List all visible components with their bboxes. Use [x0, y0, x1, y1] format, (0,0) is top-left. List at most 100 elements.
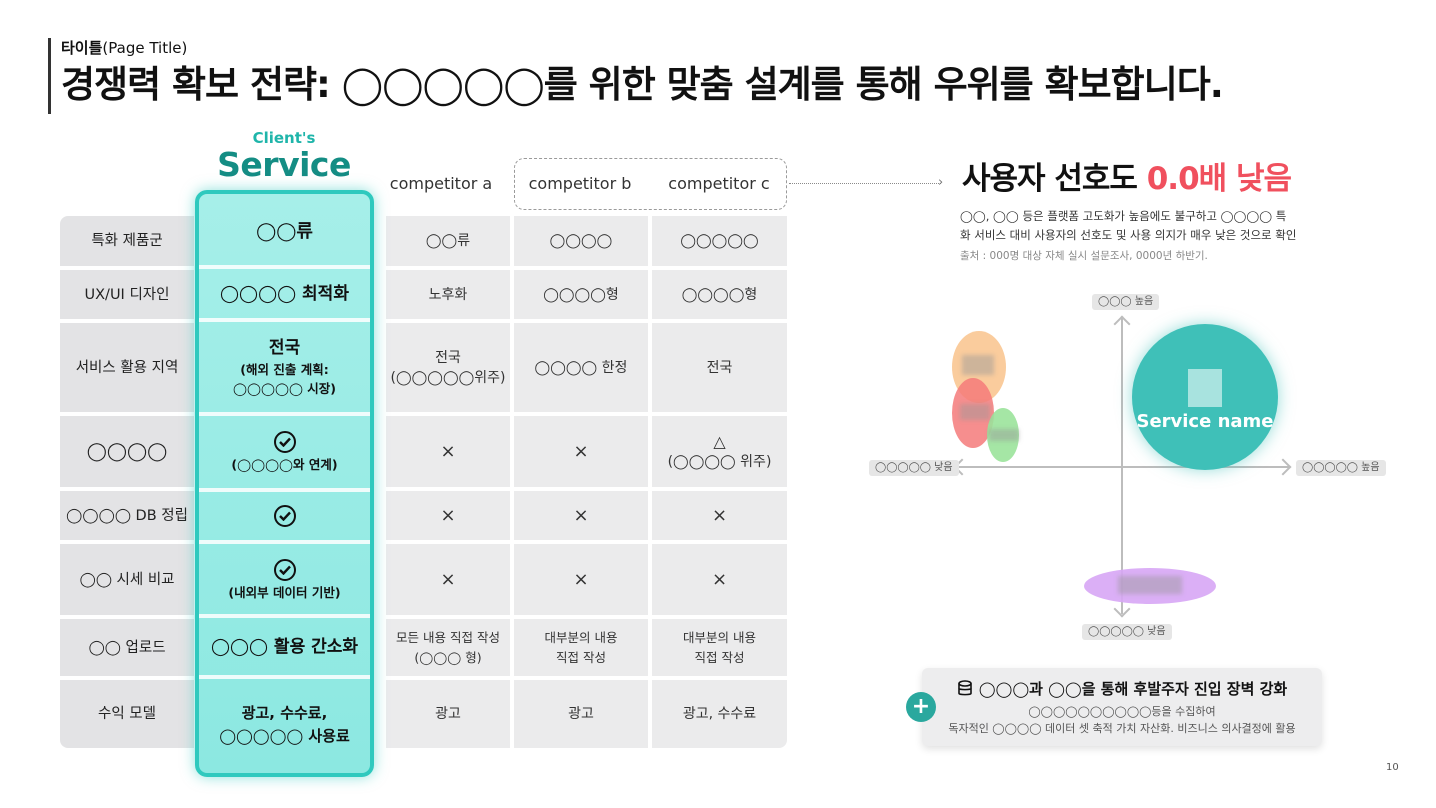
cell-competitor-c: 광고, 수수료 [652, 680, 787, 748]
divider [199, 412, 370, 416]
cell-text: 대부분의 내용 [683, 629, 756, 645]
cell-competitor-b: × [514, 544, 648, 615]
cell-text: ◯◯류 [256, 220, 313, 242]
connector-arrow-icon: › [938, 175, 944, 190]
title-block: 타이틀(Page Title) 경쟁력 확보 전략: ◯◯◯◯◯를 위한 맞춤 … [48, 38, 1224, 114]
client-service-header: Service [217, 145, 351, 184]
service-cell [195, 493, 374, 540]
cell-competitor-b: ◯◯◯◯형 [514, 270, 648, 319]
service-logo-placeholder [1188, 368, 1222, 407]
table-row: ◯◯ 시세 비교 × × × [60, 544, 787, 615]
axis-label-top: ◯◯◯ 높음 [1092, 294, 1160, 310]
cell-subtext: (◯◯◯ 형) [414, 649, 482, 665]
cell-competitor-a: × [386, 544, 510, 615]
row-label: 특화 제품군 [60, 216, 194, 266]
axis-label-left: ◯◯◯◯◯ 낮음 [869, 460, 959, 476]
divider [199, 614, 370, 618]
cell-subtext: 직접 작성 [694, 649, 745, 665]
preference-title: 사용자 선호도 0.0배 낮음 [962, 161, 1292, 197]
table-row: ◯◯◯◯ DB 정립 × × × [60, 491, 787, 540]
table-row: 특화 제품군 ◯◯류 ◯◯◯◯ ◯◯◯◯◯ [60, 216, 787, 266]
cell-competitor-c: × [652, 544, 787, 615]
cell-text: 광고, 수수료, [241, 704, 328, 722]
table-row: 수익 모델 광고 광고 광고, 수수료 [60, 680, 787, 748]
blurred-label [962, 355, 994, 375]
competitor-a-header: competitor a [389, 174, 493, 193]
cell-competitor-b: 대부분의 내용 직접 작성 [514, 619, 648, 676]
client-service-column [195, 190, 374, 777]
divider [199, 318, 370, 322]
cell-competitor-a: 전국 (◯◯◯◯◯위주) [386, 323, 510, 412]
divider [199, 488, 370, 492]
cell-competitor-c: ◯◯◯◯◯ [652, 216, 787, 266]
axis-label-right: ◯◯◯◯◯ 높음 [1296, 460, 1386, 476]
cell-competitor-a: 모든 내용 직접 작성 (◯◯◯ 형) [386, 619, 510, 676]
cell-text: ◯◯◯◯ 최적화 [220, 283, 349, 304]
cell-competitor-a: × [386, 416, 510, 487]
competitor-c-header: competitor c [668, 174, 770, 193]
insight-title: ◯◯◯과 ◯◯을 통해 후발주자 진입 장벽 강화 [922, 678, 1322, 703]
cell-competitor-c: △ (◯◯◯◯ 위주) [652, 416, 787, 487]
cell-competitor-a: 노후화 [386, 270, 510, 319]
cell-competitor-c: 전국 [652, 323, 787, 412]
row-label: 수익 모델 [60, 680, 194, 748]
table-row: UX/UI 디자인 노후화 ◯◯◯◯형 ◯◯◯◯형 [60, 270, 787, 319]
horizontal-axis [955, 466, 1289, 468]
service-cell: ◯◯◯◯ 최적화 [195, 270, 374, 318]
competitor-b-header: competitor b [528, 174, 632, 193]
axis-label-bottom: ◯◯◯◯◯ 낮음 [1082, 624, 1172, 640]
database-icon [957, 680, 973, 703]
cell-subtext: ◯◯◯◯◯ 시장) [232, 381, 336, 396]
cell-subtext: (◯◯◯◯ 위주) [667, 453, 772, 470]
service-bubble: Service name [1132, 324, 1278, 470]
cell-text: 대부분의 내용 [544, 629, 618, 645]
cell-subtext: (◯◯◯◯◯위주) [390, 369, 506, 386]
service-cell: (◯◯◯◯와 연계) [195, 417, 374, 488]
cell-text: 전국 [268, 338, 301, 358]
divider [199, 540, 370, 544]
page-title: 경쟁력 확보 전략: ◯◯◯◯◯를 위한 맞춤 설계를 통해 우위를 확보합니다… [61, 63, 1224, 106]
cell-competitor-b: × [514, 491, 648, 540]
cell-competitor-a: × [386, 491, 510, 540]
cell-competitor-c: ◯◯◯◯형 [652, 270, 787, 319]
competitor-bubble-green [987, 408, 1019, 462]
triangle-icon: △ [713, 431, 726, 451]
check-icon [273, 504, 296, 527]
table-row: ◯◯ 업로드 모든 내용 직접 작성 (◯◯◯ 형) 대부분의 내용 직접 작성… [60, 619, 787, 676]
client-caption: Client's [252, 129, 316, 147]
insight-line: 독자적인 ◯◯◯◯ 데이터 셋 축적 가치 자산화. 비즈니스 의사결정에 활용 [948, 722, 1296, 735]
cell-text: 모든 내용 직접 작성 [396, 629, 500, 645]
arrow-up-icon [1113, 315, 1131, 333]
service-cell: 광고, 수수료, ◯◯◯◯◯ 사용료 [195, 680, 374, 770]
service-cell: 전국 (해외 진출 계획: ◯◯◯◯◯ 시장) [195, 323, 374, 412]
cell-text: 전국 [435, 349, 461, 366]
row-label: ◯◯◯◯ [60, 416, 194, 487]
cell-competitor-b: ◯◯◯◯ [514, 216, 648, 266]
row-label: ◯◯◯◯ DB 정립 [60, 491, 194, 540]
insight-card: ◯◯◯과 ◯◯을 통해 후발주자 진입 장벽 강화 ◯◯◯◯◯◯◯◯◯◯등을 수… [922, 668, 1322, 746]
table-row: ◯◯◯◯ × × △ (◯◯◯◯ 위주) [60, 416, 787, 487]
cell-subtext: (해외 진출 계획: [240, 362, 329, 377]
cell-subtext: (내외부 데이터 기반) [228, 584, 341, 600]
competitor-group-box [514, 158, 787, 210]
cell-subtext: 직접 작성 [556, 649, 606, 665]
check-icon [273, 558, 296, 581]
cell-subtext: (◯◯◯◯와 연계) [231, 457, 338, 472]
cell-text: ◯◯◯ 활용 간소화 [210, 636, 359, 657]
row-label: ◯◯ 업로드 [60, 619, 194, 676]
cell-competitor-a: 광고 [386, 680, 510, 748]
service-cell: (내외부 데이터 기반) [195, 545, 374, 615]
arrow-right-icon [1274, 458, 1292, 476]
row-label: ◯◯ 시세 비교 [60, 544, 194, 615]
service-bubble-label: Service name [1136, 410, 1274, 432]
page-number: 10 [1386, 762, 1399, 773]
cell-competitor-c: × [652, 491, 787, 540]
cell-competitor-b: × [514, 416, 648, 487]
insight-line: ◯◯◯◯◯◯◯◯◯◯등을 수집하여 [1028, 705, 1216, 718]
cell-competitor-c: 대부분의 내용 직접 작성 [652, 619, 787, 676]
cell-competitor-b: 광고 [514, 680, 648, 748]
cell-competitor-b: ◯◯◯◯ 한정 [514, 323, 648, 412]
check-icon [273, 431, 296, 453]
competitor-bubble-purple [1084, 568, 1216, 604]
source-note: 출처 : 000명 대상 자체 실시 설문조사, 0000년 하반기. [960, 250, 1208, 262]
